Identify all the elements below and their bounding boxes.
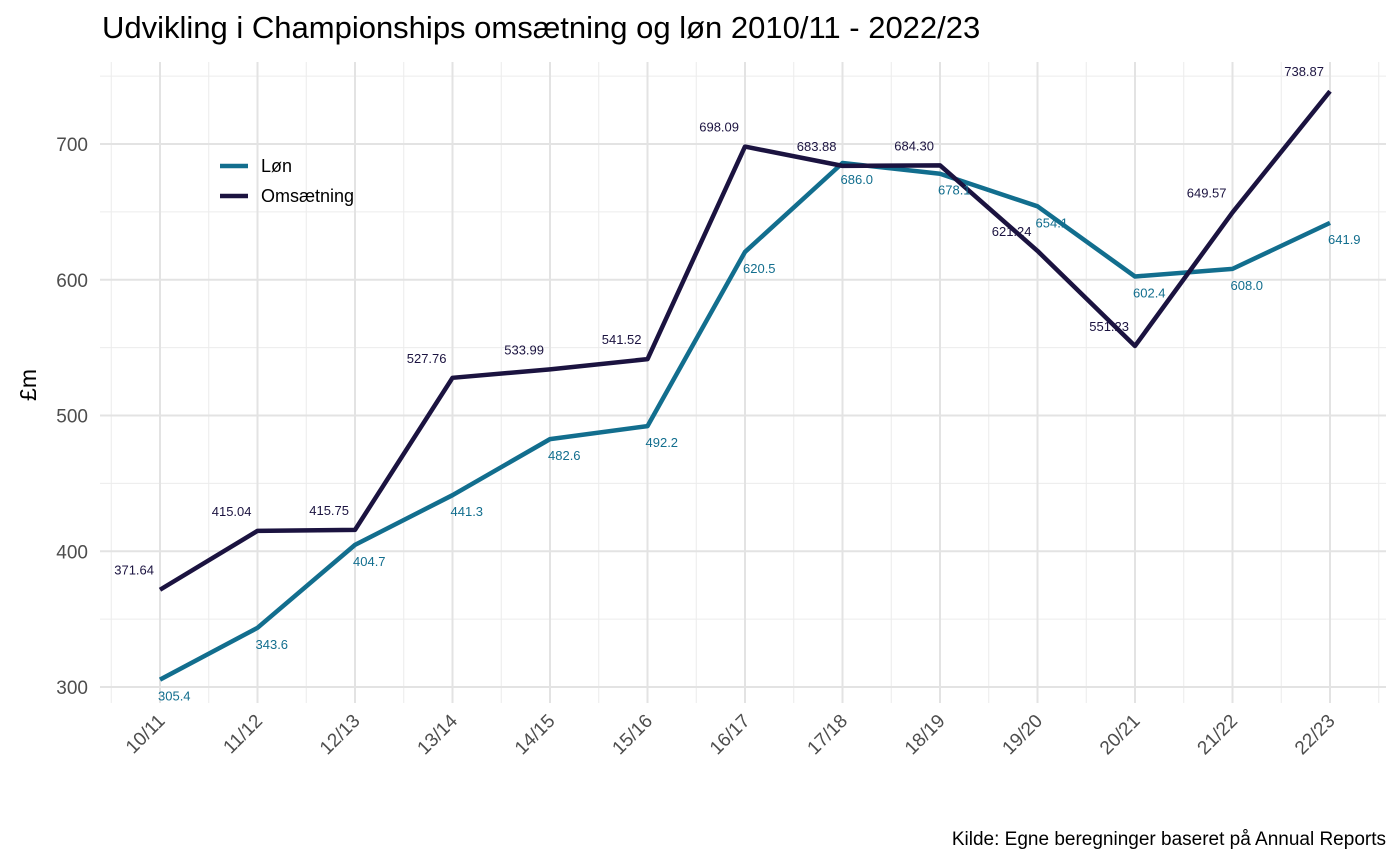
gridlines [100, 62, 1386, 703]
x-tick-label: 15/16 [609, 711, 657, 759]
source-caption: Kilde: Egne beregninger baseret på Annua… [951, 829, 1386, 850]
y-tick-label: 400 [56, 542, 88, 563]
y-axis-label: £m [15, 369, 41, 401]
x-tick-label: 19/20 [999, 711, 1047, 759]
y-tick-label: 700 [56, 135, 88, 156]
x-tick-label: 20/21 [1096, 711, 1144, 759]
data-label-lon: 654.1 [1036, 215, 1069, 230]
data-label-lon: 602.4 [1133, 285, 1166, 300]
y-axis: 300 400 500 600 700 [56, 135, 88, 699]
data-label-omsaetning: 541.52 [602, 332, 642, 347]
data-label-omsaetning: 371.64 [114, 563, 154, 578]
x-tick-label: 17/18 [804, 711, 852, 759]
data-label-omsaetning: 738.87 [1284, 64, 1324, 79]
x-tick-label: 10/11 [122, 711, 169, 758]
data-label-omsaetning: 533.99 [504, 342, 544, 357]
x-axis: 10/11 11/12 12/13 13/14 14/15 15/16 16/17 17/18… [122, 710, 1339, 759]
x-tick-label: 12/13 [316, 711, 364, 759]
legend-label-omsaetning: Omsætning [261, 186, 354, 206]
data-label-lon: 343.6 [256, 637, 289, 652]
data-label-lon: 441.3 [451, 504, 484, 519]
y-tick-label: 300 [56, 678, 88, 699]
x-tick-label: 18/19 [901, 711, 949, 759]
x-tick-label: 14/15 [511, 711, 559, 759]
y-tick-label: 500 [56, 407, 88, 428]
data-label-lon: 305.4 [158, 689, 191, 704]
legend-label-lon: Løn [261, 156, 292, 176]
data-label-omsaetning: 415.75 [309, 503, 349, 518]
data-label-omsaetning: 527.76 [407, 351, 447, 366]
x-tick-label: 22/23 [1291, 711, 1339, 759]
data-label-omsaetning: 698.09 [699, 120, 739, 135]
data-label-lon: 678.1 [938, 183, 971, 198]
data-label-omsaetning: 415.04 [212, 504, 252, 519]
line-omsaetning [158, 89, 1332, 592]
x-tick-label: 13/14 [414, 710, 463, 759]
data-label-lon: 608.0 [1231, 278, 1264, 293]
data-label-lon: 404.7 [353, 554, 386, 569]
data-label-lon: 641.9 [1328, 232, 1361, 247]
data-label-omsaetning: 684.30 [894, 138, 934, 153]
x-tick-label: 16/17 [706, 711, 754, 759]
data-label-omsaetning: 683.88 [797, 139, 837, 154]
data-label-omsaetning: 551.23 [1089, 319, 1129, 334]
line-lon [158, 160, 1331, 682]
chart-title: Udvikling i Championships omsætning og l… [102, 10, 981, 45]
data-label-omsaetning: 621.24 [992, 224, 1032, 239]
data-label-lon: 686.0 [841, 172, 874, 187]
data-label-lon: 620.5 [743, 261, 776, 276]
data-label-omsaetning: 649.57 [1187, 185, 1227, 200]
x-tick-label: 21/22 [1194, 711, 1242, 759]
data-labels: 305.4 343.6 404.7 441.3 482.6 492.2 620.5 686.0… [114, 64, 1360, 703]
series-lines [158, 89, 1332, 682]
data-label-lon: 482.6 [548, 448, 581, 463]
legend: Løn Omsætning [220, 156, 354, 206]
x-tick-label: 11/12 [220, 711, 267, 758]
data-label-lon: 492.2 [646, 435, 679, 450]
y-tick-label: 600 [56, 271, 88, 292]
